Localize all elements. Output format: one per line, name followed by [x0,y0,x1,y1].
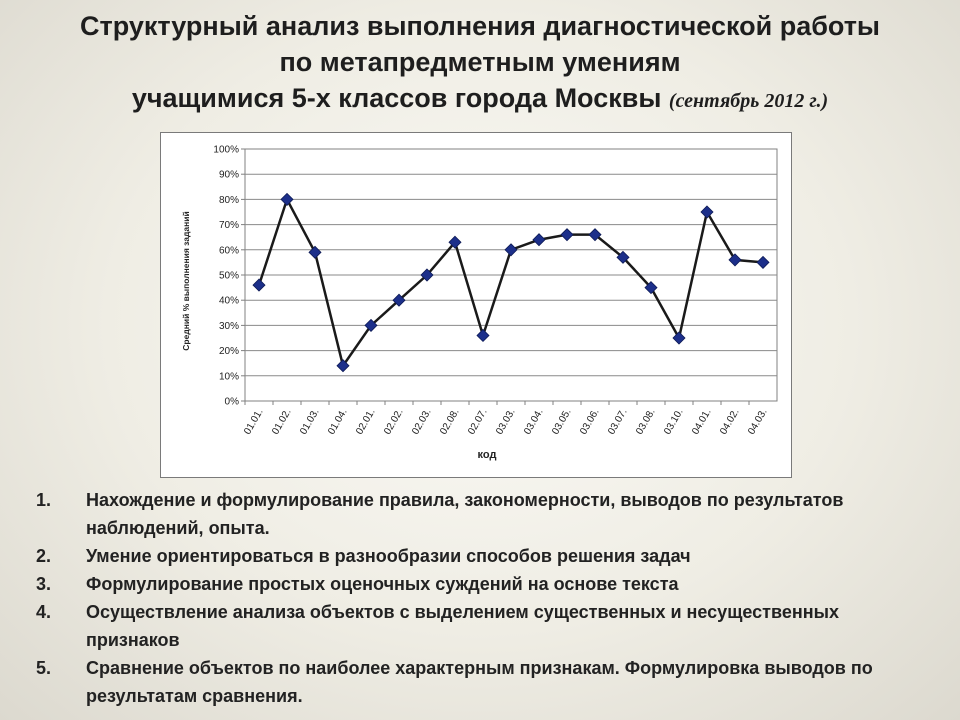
data-point [728,253,742,267]
x-tick-label: 02.03. [410,407,433,437]
y-tick-label: 30% [219,321,239,332]
y-tick-label: 70% [219,220,239,231]
y-tick-label: 50% [219,271,239,282]
data-point [616,250,630,264]
x-tick-label: 03.07. [606,407,629,437]
list-item-text: Формулирование простых оценочных суждени… [86,574,679,594]
x-tick-label: 03.04. [522,407,545,437]
x-tick-label: 02.08. [438,407,461,437]
list-item: 2. Умение ориентироваться в разнообразии … [36,542,936,570]
y-tick-label: 90% [219,170,239,181]
data-point [588,228,602,242]
title-line-2: по метапредметным умениям [279,47,681,77]
list-item-text: Сравнение объектов по наиболее характерн… [86,658,873,706]
x-tick-label: 01.04. [326,407,349,437]
title-line-3: учащимися 5-х классов города Москвы (сен… [0,80,960,119]
data-point [532,233,546,247]
data-point [252,278,266,292]
y-tick-label: 10% [219,371,239,382]
x-tick-label: 02.07. [466,407,489,437]
data-point [448,235,462,249]
data-point [336,359,350,373]
list-item-number: 3. [36,574,52,594]
data-point [504,243,518,257]
list-item: 4. Осуществление анализа объектов с выдел… [36,598,936,654]
x-axis-label: код [478,449,497,461]
list-item-text: Нахождение и формулирование правила, зак… [86,490,844,538]
x-tick-label: 02.02. [382,407,405,437]
slide-title: Структурный анализ выполнения диагностич… [0,8,960,119]
line-chart: 0%10%20%30%40%50%60%70%80%90%100%01.01. 0… [181,145,778,461]
data-point [756,255,770,269]
title-date: (сентябрь 2012 г.) [668,90,829,112]
data-point [420,268,434,282]
x-tick-label: 04.01. [690,407,713,437]
chart-container: 0% 10% 20% 30% 40% 50% 60% 70% 80% 90% 100% 01.01. 0… [160,132,792,478]
y-tick-label: 60% [219,245,239,256]
x-tick-label: 04.03. [746,407,769,437]
x-tick-label: 02.01. [354,407,377,437]
y-tick-label: 20% [219,346,239,357]
data-point [364,318,378,332]
data-point [308,245,322,259]
list-item-number: 5. [36,658,52,678]
data-point [280,192,294,206]
y-tick-label: 100% [213,145,239,156]
x-tick-label: 01.03. [298,407,321,437]
x-tick-label: 01.02. [270,407,293,437]
list-item: 5. Сравнение объектов по наиболее характе… [36,654,936,710]
list-item-number: 2. [36,546,52,566]
x-tick-label: 03.08. [634,407,657,437]
x-tick-label: 03.10. [662,407,685,437]
list-item: 1. Нахождение и формулирование правила, з… [36,486,936,542]
y-tick-label: 40% [219,296,239,307]
x-tick-label: 03.03. [494,407,517,437]
list-item: 3. Формулирование простых оценочных сужде… [36,570,936,598]
x-tick-label: 01.01. [242,407,265,437]
title-line-1: Структурный анализ выполнения диагностич… [79,11,880,41]
list-item-text: Осуществление анализа объектов с выделен… [86,602,839,650]
x-tick-label: 03.06. [578,407,601,437]
y-tick-label: 80% [219,195,239,206]
data-point [560,228,574,242]
data-point [476,328,490,343]
title-line-3-main: учащимися 5-х классов города Москвы [131,83,662,113]
data-point [672,331,686,345]
y-axis-label: Средний % выполнения заданий [181,211,191,350]
data-point [700,205,714,219]
data-point [392,293,406,307]
list-item-number: 4. [36,602,52,622]
y-tick-label: 0% [225,397,240,408]
x-tick-label: 03.05. [550,407,573,437]
x-tick-label: 04.02. [718,407,741,437]
list-item-text: Умение ориентироваться в разнообразии сп… [86,546,691,566]
list-item-number: 1. [36,490,52,510]
data-point [644,281,658,295]
skills-list: 1. Нахождение и формулирование правила, з… [36,486,936,710]
